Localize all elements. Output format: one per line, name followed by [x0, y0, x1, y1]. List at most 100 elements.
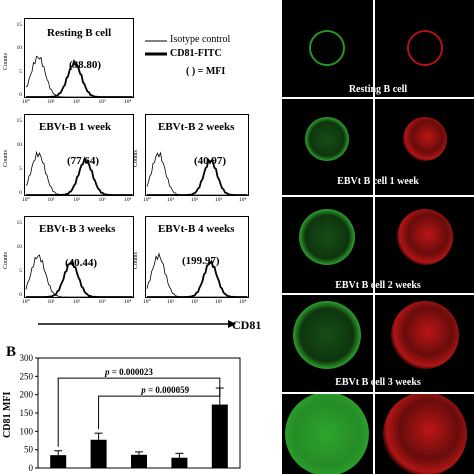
histogram-xtick: 10³ [98, 197, 106, 203]
histogram-ytick: 15 [16, 118, 23, 124]
cell-green [305, 117, 349, 161]
histogram-xtick: 10² [73, 99, 81, 105]
histogram-xtick: 10⁴ [239, 299, 247, 305]
histogram-xtick: 10⁰ [22, 99, 30, 105]
histogram-panel: Resting B cell (38.80) [24, 18, 134, 98]
micrograph-red [375, 0, 474, 97]
micrograph-green [282, 394, 373, 474]
cd81-curve [147, 259, 248, 298]
cd81-curve [26, 58, 133, 98]
legend-mfi-note: ( ) = MFI [186, 66, 226, 77]
cd81-curve [26, 259, 133, 298]
micrograph-red [375, 99, 474, 195]
y-tick-label: 50 [24, 445, 34, 455]
micrograph-green [282, 197, 373, 293]
bar [171, 457, 188, 468]
micrograph-caption: EBVt B cell 2 weeks [335, 280, 421, 291]
histogram-mfi: (77.64) [67, 155, 100, 167]
histogram-mfi: (38.80) [69, 59, 102, 71]
bar [131, 454, 147, 468]
histogram-xtick: 10¹ [47, 99, 55, 105]
cell-red [403, 117, 447, 161]
histogram-ytick: 15 [16, 220, 23, 226]
histogram-ylabel: Counts [133, 149, 139, 167]
histogram-xtick: 10⁴ [124, 99, 132, 105]
bar [211, 404, 228, 468]
panel-b-label: B [6, 344, 17, 360]
histogram-panel: EBVt-B 1 week (77.64) [24, 114, 134, 196]
histogram-title: EBVt-B 4 weeks [158, 223, 235, 235]
histogram-mfi: (199.97) [182, 255, 220, 267]
histogram-xtick: 10¹ [167, 299, 175, 305]
histogram-title: EBVt-B 2 weeks [158, 121, 235, 133]
histogram-xtick: 10³ [98, 99, 106, 105]
cell-red [391, 301, 459, 369]
y-tick-label: 100 [20, 426, 34, 436]
histogram-title: EBVt-B 3 weeks [39, 223, 116, 235]
histogram-panel: EBVt-B 4 weeks (199.97) [145, 216, 249, 298]
histogram-title: EBVt-B 1 week [39, 121, 112, 133]
histogram-ytick: 0 [19, 190, 22, 196]
y-tick-label: 150 [20, 408, 34, 418]
histogram-xtick: 10¹ [47, 197, 55, 203]
micrograph-caption: Resting B cell [348, 84, 408, 95]
histogram-xtick: 10⁴ [239, 197, 247, 203]
y-tick-label: 200 [20, 390, 34, 400]
histogram-mfi: (40.44) [65, 257, 98, 269]
histogram-xtick: 10¹ [47, 299, 55, 305]
significance-bracket [57, 377, 221, 447]
histogram-ytick: 5 [19, 268, 22, 274]
cell-green [293, 301, 361, 369]
bar-chart: 0 50 100 150 200 250 300 p = 0.000023 p = 0.0000… [20, 353, 241, 473]
histogram-ylabel: Counts [133, 251, 139, 269]
histogram-xtick: 10⁴ [124, 197, 132, 203]
histogram-xtick: 10⁰ [143, 197, 151, 203]
cd81-axis-label: CD81 [232, 318, 262, 332]
cd81-curve [147, 158, 248, 196]
histogram-mfi: (40.97) [194, 155, 227, 167]
micrograph-green [282, 99, 373, 195]
bar [90, 439, 107, 468]
significance-bracket [98, 384, 221, 430]
cell-green [309, 30, 345, 66]
legend-cd81: CD81-FITC [170, 48, 222, 59]
cell-green [285, 394, 369, 474]
histogram-ylabel: Counts [3, 149, 9, 167]
histogram-ytick: 15 [16, 22, 23, 28]
histogram-xtick: 10² [73, 197, 81, 203]
histogram-ytick: 10 [16, 142, 23, 148]
p-value-label: p = 0.000023 [104, 367, 153, 377]
histogram-ytick: 5 [19, 68, 22, 75]
histogram-ytick: 5 [19, 166, 22, 172]
histogram-panel: EBVt-B 2 weeks (40.97) [145, 114, 249, 196]
histogram-xtick: 10³ [98, 299, 106, 305]
cell-red [383, 394, 467, 474]
histogram-xtick: 10² [191, 197, 199, 203]
histogram-xtick: 10³ [215, 197, 223, 203]
legend-isotype: Isotype control [170, 34, 231, 45]
y-tick-label: 250 [20, 371, 34, 381]
histogram-xtick: 10¹ [167, 197, 175, 203]
bar [50, 455, 67, 468]
histogram-xtick: 10² [191, 299, 199, 305]
micrograph-green [282, 295, 373, 392]
legend-lines [145, 40, 167, 56]
micrograph-red [375, 394, 474, 474]
micrograph-caption: EBVt B cell 1 week [337, 176, 419, 187]
cd81-curve [26, 156, 133, 196]
histogram-panel: EBVt-B 3 weeks (40.44) [24, 216, 134, 298]
histogram-ytick: 0 [19, 292, 22, 298]
histogram-ytick: 0 [19, 92, 22, 98]
cell-red [397, 209, 453, 265]
histogram-ytick: 10 [16, 45, 23, 52]
p-value-label: p = 0.000059 [140, 385, 189, 395]
micrograph-red [375, 295, 474, 392]
histogram-title: Resting B cell [47, 27, 112, 39]
y-tick-label: 0 [29, 463, 34, 473]
histogram-xtick: 10⁰ [22, 197, 30, 203]
cd81-arrow [38, 320, 236, 328]
micrograph-green [282, 0, 373, 97]
histogram-xtick: 10² [73, 299, 81, 305]
micrograph-caption: EBVt B cell 3 weeks [335, 377, 421, 388]
histogram-xtick: 10³ [215, 299, 223, 305]
